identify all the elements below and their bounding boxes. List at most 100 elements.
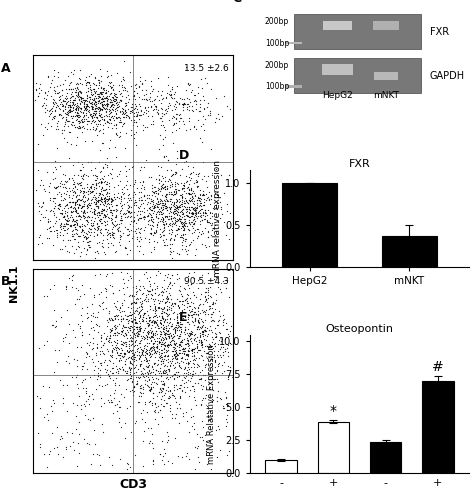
Point xyxy=(125,113,132,121)
Point xyxy=(213,397,220,405)
Point xyxy=(149,460,157,468)
Point xyxy=(152,189,159,197)
Point xyxy=(164,292,171,300)
Point xyxy=(160,381,167,388)
Point xyxy=(164,215,172,223)
Point xyxy=(73,115,81,123)
Point xyxy=(111,329,119,337)
Point xyxy=(114,114,121,122)
Point xyxy=(175,341,182,349)
Point xyxy=(157,185,165,193)
Point xyxy=(154,304,161,312)
Point xyxy=(73,226,81,234)
Point xyxy=(100,115,108,122)
Point xyxy=(51,184,59,192)
Point xyxy=(129,92,137,100)
Point xyxy=(160,308,168,316)
Point xyxy=(144,329,151,337)
Point xyxy=(160,181,167,188)
Point xyxy=(100,178,108,186)
Point xyxy=(130,213,138,221)
Point xyxy=(63,247,71,255)
Point xyxy=(125,212,132,220)
Point xyxy=(73,102,80,110)
Point xyxy=(64,187,71,195)
Point xyxy=(148,97,155,104)
Point xyxy=(117,177,124,185)
Point xyxy=(81,103,89,111)
Point xyxy=(173,318,181,325)
Point xyxy=(185,428,193,436)
Point xyxy=(148,399,155,407)
Point xyxy=(112,247,120,255)
Point xyxy=(148,327,155,335)
Point xyxy=(116,107,124,115)
Point xyxy=(84,226,91,234)
Point xyxy=(123,369,130,377)
Point xyxy=(124,312,131,320)
Point xyxy=(145,398,153,406)
Point xyxy=(159,174,166,182)
Point xyxy=(162,196,170,203)
Point xyxy=(92,120,100,127)
Point xyxy=(175,344,182,351)
Point xyxy=(116,90,124,98)
Point xyxy=(83,201,91,209)
Point xyxy=(223,201,231,208)
Point xyxy=(169,347,177,355)
Point xyxy=(195,107,203,115)
Point xyxy=(152,201,159,209)
Point xyxy=(214,193,221,201)
Point xyxy=(147,173,155,181)
Point xyxy=(209,338,216,346)
Point xyxy=(152,105,159,113)
Point xyxy=(74,80,82,87)
Point xyxy=(189,370,196,378)
Point xyxy=(164,316,171,324)
Point xyxy=(172,340,179,348)
Point xyxy=(77,165,84,173)
Point xyxy=(110,112,118,120)
Point xyxy=(211,231,219,239)
Point xyxy=(182,452,190,460)
Point xyxy=(153,380,161,388)
Point xyxy=(144,327,151,335)
Point xyxy=(73,83,81,91)
Point xyxy=(155,334,163,342)
Point xyxy=(63,330,70,338)
Point xyxy=(89,79,96,86)
Point xyxy=(97,94,104,102)
Point xyxy=(190,206,198,214)
Point xyxy=(152,349,160,357)
Point xyxy=(129,232,137,240)
Point xyxy=(208,192,215,200)
Point xyxy=(178,165,186,173)
Point xyxy=(172,339,180,346)
Point xyxy=(137,389,145,397)
Point xyxy=(166,91,173,99)
Bar xyxy=(373,21,399,30)
Point xyxy=(173,318,181,325)
Point xyxy=(152,210,160,218)
Point xyxy=(128,361,136,368)
Point xyxy=(80,103,88,111)
Point xyxy=(130,216,138,224)
Text: C: C xyxy=(232,0,241,5)
Point xyxy=(165,220,173,228)
Point xyxy=(136,166,144,174)
Point xyxy=(195,116,202,124)
Point xyxy=(111,379,118,386)
Point xyxy=(209,345,217,352)
Point xyxy=(134,224,142,232)
Point xyxy=(101,197,109,205)
Point xyxy=(156,318,164,326)
Point xyxy=(129,305,137,313)
Point xyxy=(108,228,116,236)
Point xyxy=(96,347,104,355)
Point xyxy=(141,123,148,131)
Point xyxy=(95,91,102,99)
Point xyxy=(127,387,134,395)
Point xyxy=(192,213,200,221)
Point xyxy=(165,304,173,311)
Point xyxy=(95,211,102,219)
